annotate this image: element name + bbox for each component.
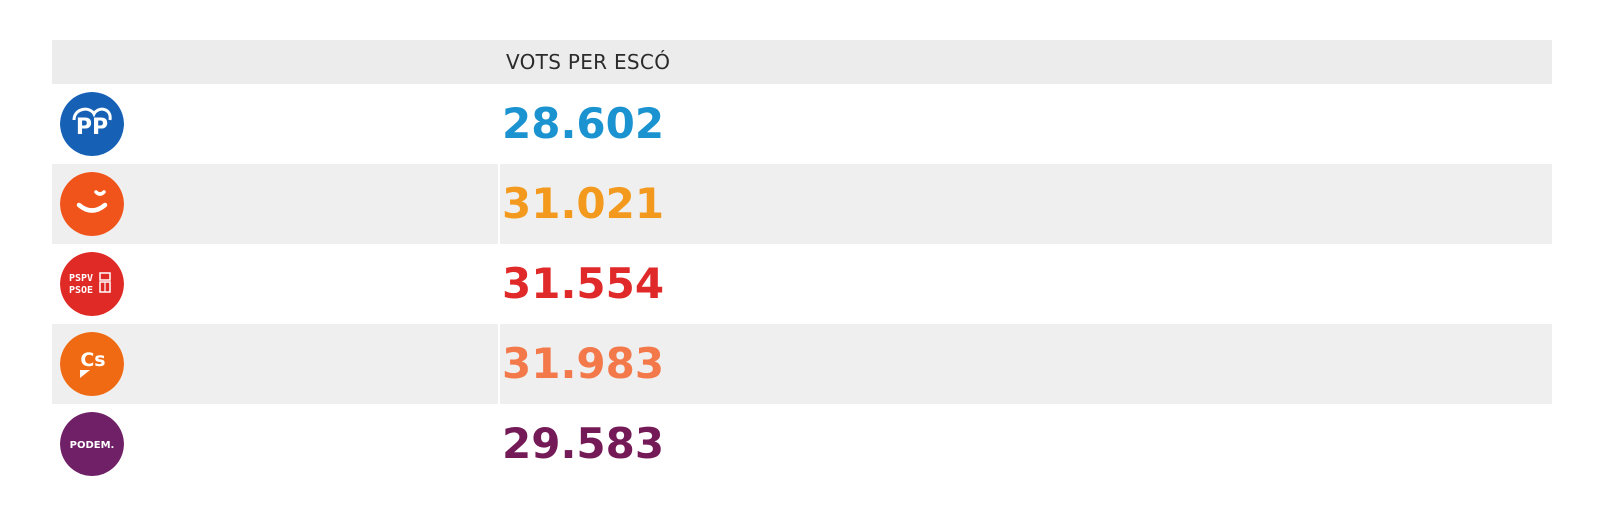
compromis-logo-icon xyxy=(60,172,124,236)
party-logo-cell: Cs xyxy=(52,324,498,404)
cell-divider xyxy=(498,324,500,404)
svg-text:Cs: Cs xyxy=(80,349,105,371)
cs-logo-icon: Cs xyxy=(60,332,124,396)
svg-text:PP: PP xyxy=(76,115,108,140)
pp-logo-icon: PP xyxy=(60,92,124,156)
podem-logo-icon: PODEM. xyxy=(60,412,124,476)
svg-text:PSOE: PSOE xyxy=(69,285,93,296)
value-label-podem: 29.583 xyxy=(502,419,665,468)
table-row: Cs 31.983 xyxy=(52,324,1552,404)
column-header-votes-per-seat: VOTS PER ESCÓ xyxy=(506,50,671,74)
pspv-psoe-logo-icon: PSPV PSOE xyxy=(60,252,124,316)
party-logo-cell: PP xyxy=(52,84,498,164)
table-row: PODEM. 29.583 xyxy=(52,404,1552,484)
table-row: PP 28.602 xyxy=(52,84,1552,164)
value-label-pspv-psoe: 31.554 xyxy=(502,259,665,308)
table-row: PSPV PSOE 31.554 xyxy=(52,244,1552,324)
table-row: 31.021 xyxy=(52,164,1552,244)
value-cell: 31.554 xyxy=(500,244,1552,324)
cell-divider xyxy=(498,404,500,484)
value-label-cs: 31.983 xyxy=(502,339,665,388)
value-label-compromis: 31.021 xyxy=(502,179,665,228)
votes-per-seat-table: VOTS PER ESCÓ PP 28.602 xyxy=(52,40,1552,484)
party-logo-cell: PODEM. xyxy=(52,404,498,484)
party-logo-cell: PSPV PSOE xyxy=(52,244,498,324)
value-label-pp: 28.602 xyxy=(502,99,665,148)
value-cell: 31.021 xyxy=(500,164,1552,244)
value-cell: 29.583 xyxy=(500,404,1552,484)
value-cell: 28.602 xyxy=(500,84,1552,164)
svg-text:PODEM.: PODEM. xyxy=(70,440,115,451)
svg-text:PSPV: PSPV xyxy=(69,273,93,284)
cell-divider xyxy=(498,84,500,164)
table-header: VOTS PER ESCÓ xyxy=(52,40,1552,84)
cell-divider xyxy=(498,244,500,324)
party-logo-cell xyxy=(52,164,498,244)
value-cell: 31.983 xyxy=(500,324,1552,404)
cell-divider xyxy=(498,164,500,244)
